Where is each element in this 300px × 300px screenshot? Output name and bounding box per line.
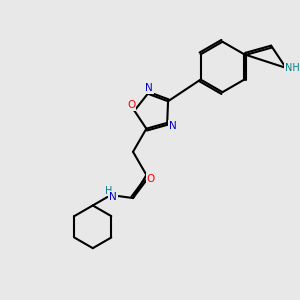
Text: N: N <box>109 192 117 202</box>
Text: O: O <box>147 174 155 184</box>
Text: H: H <box>105 186 112 196</box>
Text: N: N <box>169 121 176 131</box>
Text: N: N <box>146 83 153 93</box>
Text: NH: NH <box>285 63 300 73</box>
Text: O: O <box>127 100 136 110</box>
